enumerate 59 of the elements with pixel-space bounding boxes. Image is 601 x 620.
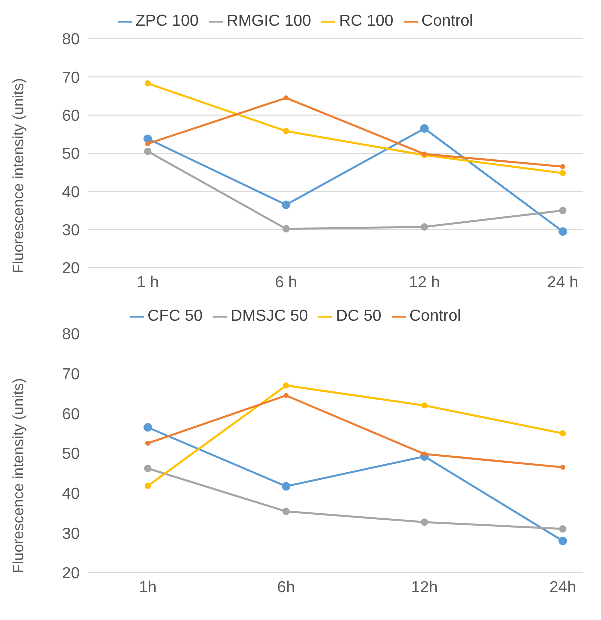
y-tick-label: 20 [62, 566, 80, 583]
y-tick-label: 20 [62, 260, 80, 278]
legend-label: RMGIC 100 [226, 13, 312, 30]
legend-label: RC 100 [339, 13, 394, 30]
point [558, 536, 568, 546]
point [144, 148, 152, 156]
point [560, 170, 566, 176]
point [284, 96, 289, 101]
y-tick-label: 80 [62, 326, 80, 344]
point [420, 124, 429, 133]
y-tick-label: 60 [62, 406, 80, 424]
point [560, 464, 566, 470]
point [283, 382, 290, 389]
point [282, 200, 291, 210]
x-tick-label: 24h [550, 579, 576, 596]
x-tick-label: 12h [411, 579, 438, 596]
y-tick-label: 70 [62, 366, 80, 384]
point [283, 128, 290, 134]
point [282, 225, 290, 233]
point [282, 482, 291, 491]
legend-label: DMSJC 50 [230, 308, 308, 325]
y-axis-title: Fluorescence intensity (units) [10, 78, 28, 274]
point [559, 525, 567, 533]
y-tick-label: 40 [62, 184, 80, 202]
y-tick-label: 50 [62, 446, 80, 464]
x-tick-label: 6h [277, 579, 296, 596]
y-tick-label: 60 [62, 108, 80, 126]
point [560, 164, 566, 170]
point [420, 223, 428, 231]
y-tick-label: 30 [62, 222, 80, 240]
point [422, 402, 428, 409]
point [282, 508, 290, 516]
y-tick-label: 50 [62, 146, 80, 164]
y-axis-title: Fluorescence intensity (units) [10, 378, 28, 574]
y-tick-label: 80 [62, 32, 80, 49]
legend-label: Control [410, 308, 462, 325]
point [558, 227, 568, 236]
point [560, 430, 566, 437]
point [144, 80, 152, 87]
point [144, 483, 152, 490]
point [559, 207, 567, 214]
y-tick-label: 70 [62, 70, 80, 87]
x-tick-label: 12 h [409, 274, 440, 292]
x-tick-label: 1h [139, 579, 157, 596]
point [146, 141, 150, 146]
legend-label: CFC 50 [148, 308, 203, 325]
point [146, 441, 150, 446]
y-tick-label: 40 [62, 486, 80, 504]
y-tick-label: 30 [62, 526, 80, 543]
point [144, 464, 152, 472]
legend-label: Control [422, 13, 474, 30]
point [144, 423, 152, 432]
legend-label: DC 50 [336, 308, 382, 325]
point [420, 518, 428, 526]
x-tick-label: 6 h [275, 274, 298, 292]
x-tick-label: 24 h [547, 274, 579, 292]
x-tick-label: 1 h [136, 274, 160, 292]
point [284, 393, 289, 398]
legend-label: ZPC 100 [136, 13, 199, 30]
